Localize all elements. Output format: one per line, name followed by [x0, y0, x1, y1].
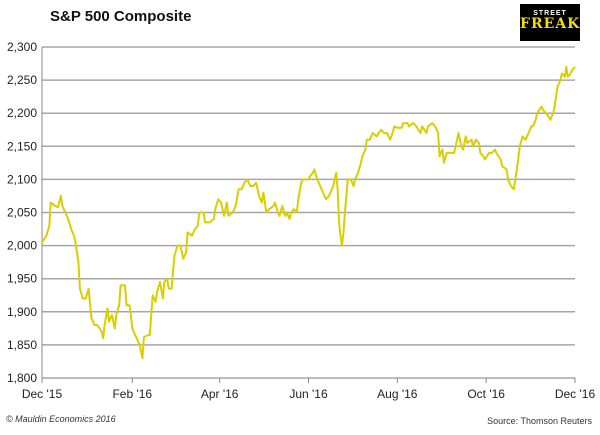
y-tick-label: 2,050 [7, 206, 37, 220]
y-tick-label: 2,100 [7, 172, 37, 186]
y-tick-label: 2,150 [7, 139, 37, 153]
x-tick-label: Feb '16 [112, 387, 152, 401]
x-tick-label: Dec '16 [555, 387, 596, 401]
logo-line1: STREET [533, 10, 567, 17]
y-tick-label: 2,200 [7, 106, 37, 120]
series-line [41, 65, 576, 360]
y-tick-label: 2,000 [7, 239, 37, 253]
copyright-text: © Mauldin Economics 2016 [6, 414, 116, 424]
chart-title: S&P 500 Composite [50, 8, 192, 25]
y-tick-label: 1,900 [7, 305, 37, 319]
x-tick-label: Apr '16 [201, 387, 239, 401]
y-tick-label: 2,300 [7, 40, 37, 54]
x-tick-label: Dec '15 [22, 387, 63, 401]
y-tick-label: 2,250 [7, 73, 37, 87]
x-tick-label: Jun '16 [289, 387, 328, 401]
street-freak-logo: STREET FREAK [520, 4, 580, 41]
logo-line2: FREAK [520, 16, 581, 32]
y-tick-label: 1,950 [7, 272, 37, 286]
source-text: Source: Thomson Reuters [487, 416, 592, 426]
x-tick-label: Oct '16 [467, 387, 505, 401]
x-tick-label: Aug '16 [377, 387, 418, 401]
y-tick-label: 1,800 [7, 371, 37, 385]
y-tick-label: 1,850 [7, 338, 37, 352]
